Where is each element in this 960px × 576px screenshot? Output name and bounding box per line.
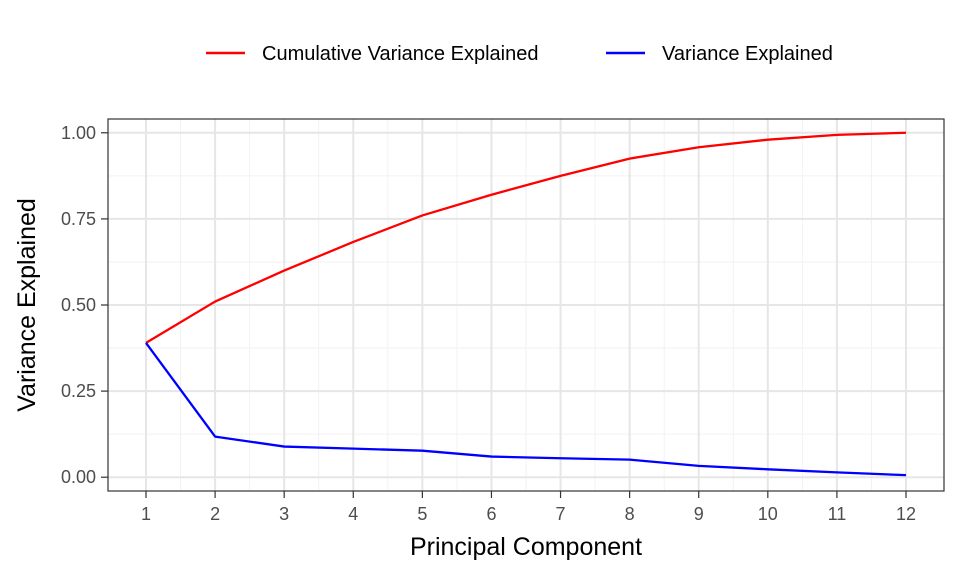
- y-tick-labels: 0.00 0.25 0.50 0.75 1.00: [61, 123, 96, 487]
- y-tick-label: 0.00: [61, 467, 96, 487]
- x-tick-label: 10: [758, 504, 778, 524]
- y-tick-label: 0.75: [61, 209, 96, 229]
- x-tick-label: 12: [896, 504, 916, 524]
- x-tick-label: 1: [141, 504, 151, 524]
- x-tick-label: 4: [348, 504, 358, 524]
- x-axis-title: Principal Component: [410, 533, 642, 561]
- series-line-variance: [145, 342, 907, 477]
- x-tick-label: 7: [556, 504, 566, 524]
- y-tick-label: 0.50: [61, 295, 96, 315]
- x-tick-label: 2: [210, 504, 220, 524]
- series-line-cumulative-variance: [145, 131, 907, 344]
- x-tick-label: 8: [625, 504, 635, 524]
- x-tick-label: 6: [486, 504, 496, 524]
- major-gridlines: [108, 119, 944, 491]
- x-tick-label: 5: [417, 504, 427, 524]
- x-tick-label: 11: [828, 504, 847, 524]
- legend: Cumulative Variance Explained Variance Ex…: [206, 43, 833, 65]
- series-lines: [145, 131, 907, 477]
- y-tick-label: 0.25: [61, 381, 96, 401]
- y-axis-title: Variance Explained: [13, 198, 41, 412]
- y-tick-label: 1.00: [61, 123, 96, 143]
- legend-label: Cumulative Variance Explained: [262, 43, 538, 65]
- legend-label: Variance Explained: [662, 43, 833, 65]
- x-tick-label: 9: [694, 504, 704, 524]
- x-tick-label: 3: [279, 504, 289, 524]
- x-tick-labels: 1 2 3 4 5 6 7 8 9 10 11 12: [141, 504, 916, 524]
- axis-ticks: [101, 132, 907, 498]
